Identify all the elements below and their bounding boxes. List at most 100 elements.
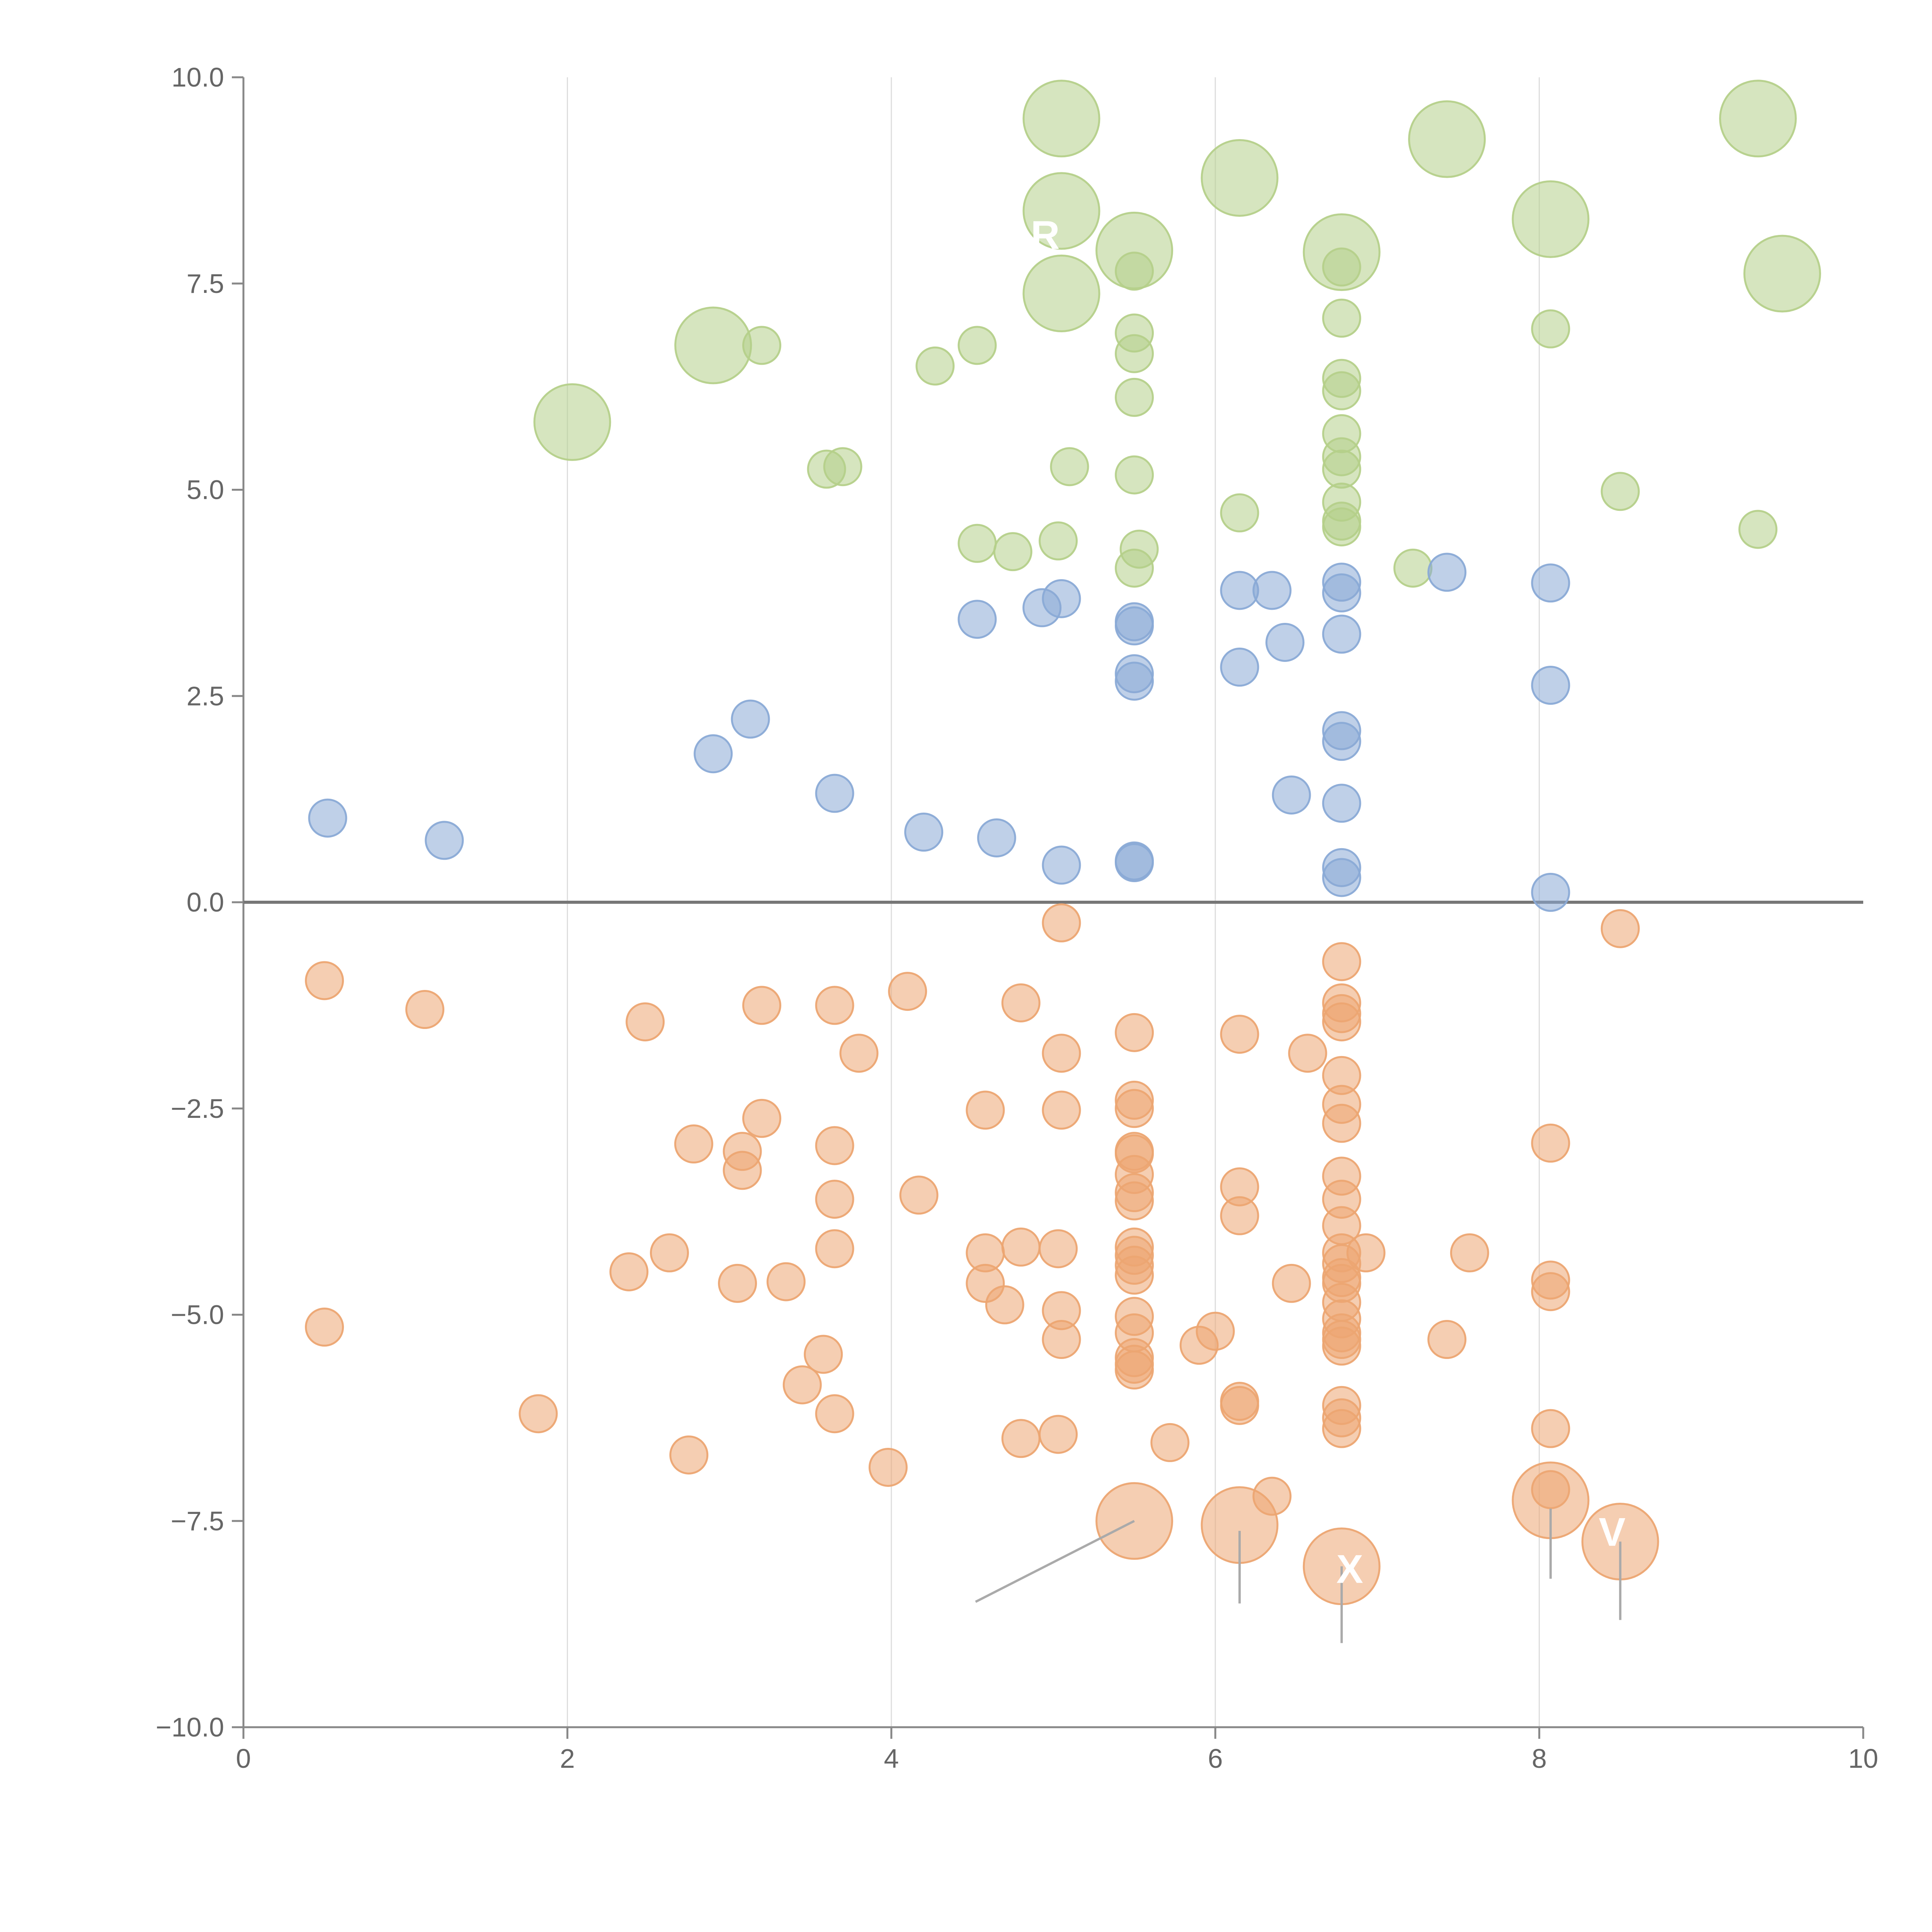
green-point [1115,252,1154,291]
blue-point [1531,872,1570,912]
blue-point [1115,606,1154,646]
blue-point [1427,553,1467,592]
orange-point [742,986,781,1025]
orange-point [1272,1264,1311,1303]
orange-point [669,1435,709,1475]
orange-point [839,1034,879,1073]
orange-point [1531,1123,1570,1163]
y-tick-label: 7.5 [187,269,224,299]
orange-point [405,990,445,1029]
orange-point [626,1002,665,1042]
orange-point [305,961,344,1000]
blue-point [1272,775,1311,815]
green-point [1393,548,1433,588]
green-point [1322,449,1361,489]
orange-point [766,1262,806,1301]
blue-point [1220,648,1259,687]
blue-point [957,600,997,639]
green-point [1408,100,1486,178]
y-tick-label: 5.0 [187,475,224,505]
blue-point [1531,665,1570,705]
orange-point [1288,1034,1327,1073]
blue-point [977,818,1016,857]
callout-layer [975,1509,1622,1643]
x-tick-label: 6 [1208,1743,1223,1774]
blue-point [731,699,770,739]
orange-point [1220,1386,1259,1425]
callout-line [975,1520,1135,1603]
green-point [1220,493,1259,532]
green-point [915,346,955,386]
y-tick-label: 0.0 [187,887,224,917]
orange-point [1115,1089,1154,1128]
green-point [1322,298,1361,338]
orange-point [1531,1409,1570,1448]
green-point [1201,139,1279,217]
orange-point [888,972,927,1011]
orange-point [815,986,854,1025]
green-point [1039,521,1078,561]
x-tick-label: 0 [236,1743,251,1774]
orange-point [868,1447,908,1487]
blue-point [425,821,464,860]
orange-point [815,1180,854,1219]
y-tick-label: 2.5 [187,681,224,711]
orange-point [1427,1320,1467,1359]
orange-point [718,1264,757,1303]
orange-point [1039,1229,1078,1269]
y-tick-label: −7.5 [171,1506,224,1536]
orange-point [1322,942,1361,981]
orange-point [1042,903,1081,942]
orange-point [815,1126,854,1165]
blue-point [1322,573,1361,612]
blue-point [904,813,944,852]
orange-point [519,1394,558,1434]
orange-point [804,1335,843,1374]
orange-point [1039,1415,1078,1454]
blue-point [1042,845,1081,885]
points-layer [305,80,1821,1605]
x-tick-label: 8 [1532,1743,1547,1774]
green-point [957,524,997,563]
orange-point [1115,1181,1154,1221]
orange-point [742,1099,781,1138]
annotation-label: X [1336,1547,1363,1592]
blue-point [1322,614,1361,654]
green-point [1115,334,1154,373]
green-point [1022,80,1100,158]
blue-point [1322,858,1361,897]
green-point [1322,371,1361,410]
green-point [1115,378,1154,417]
orange-point [674,1124,713,1164]
blue-point [1322,784,1361,823]
green-point [742,326,781,365]
annotation-label: V [1599,1510,1626,1554]
orange-point [1196,1311,1235,1351]
orange-point [1450,1233,1489,1272]
orange-point [1322,1002,1361,1042]
orange-point [985,1285,1024,1325]
orange-point [815,1229,854,1269]
green-point [993,532,1032,571]
x-tick-label: 4 [884,1743,899,1774]
x-tick-label: 2 [560,1743,575,1774]
orange-point [1001,1227,1041,1267]
green-point [823,447,862,486]
orange-point [1220,1015,1259,1054]
orange-point [1322,1409,1361,1448]
orange-point [650,1233,689,1272]
orange-point [1322,1104,1361,1143]
blue-point [308,798,347,838]
green-point [1600,472,1640,511]
orange-point [1346,1233,1386,1272]
orange-point [1001,983,1041,1022]
orange-point [1150,1423,1190,1462]
axis-layer: 0 2 4 6 8 10 −10.0 −7.5 −5.0 −2.5 0.0 2.5 5.0 7.5 10.0 [156,62,1878,1774]
green-point [1719,80,1797,158]
orange-point [1042,1034,1081,1073]
green-point [533,383,611,461]
orange-point [305,1308,344,1347]
green-point [957,326,997,365]
green-point [1022,172,1100,250]
